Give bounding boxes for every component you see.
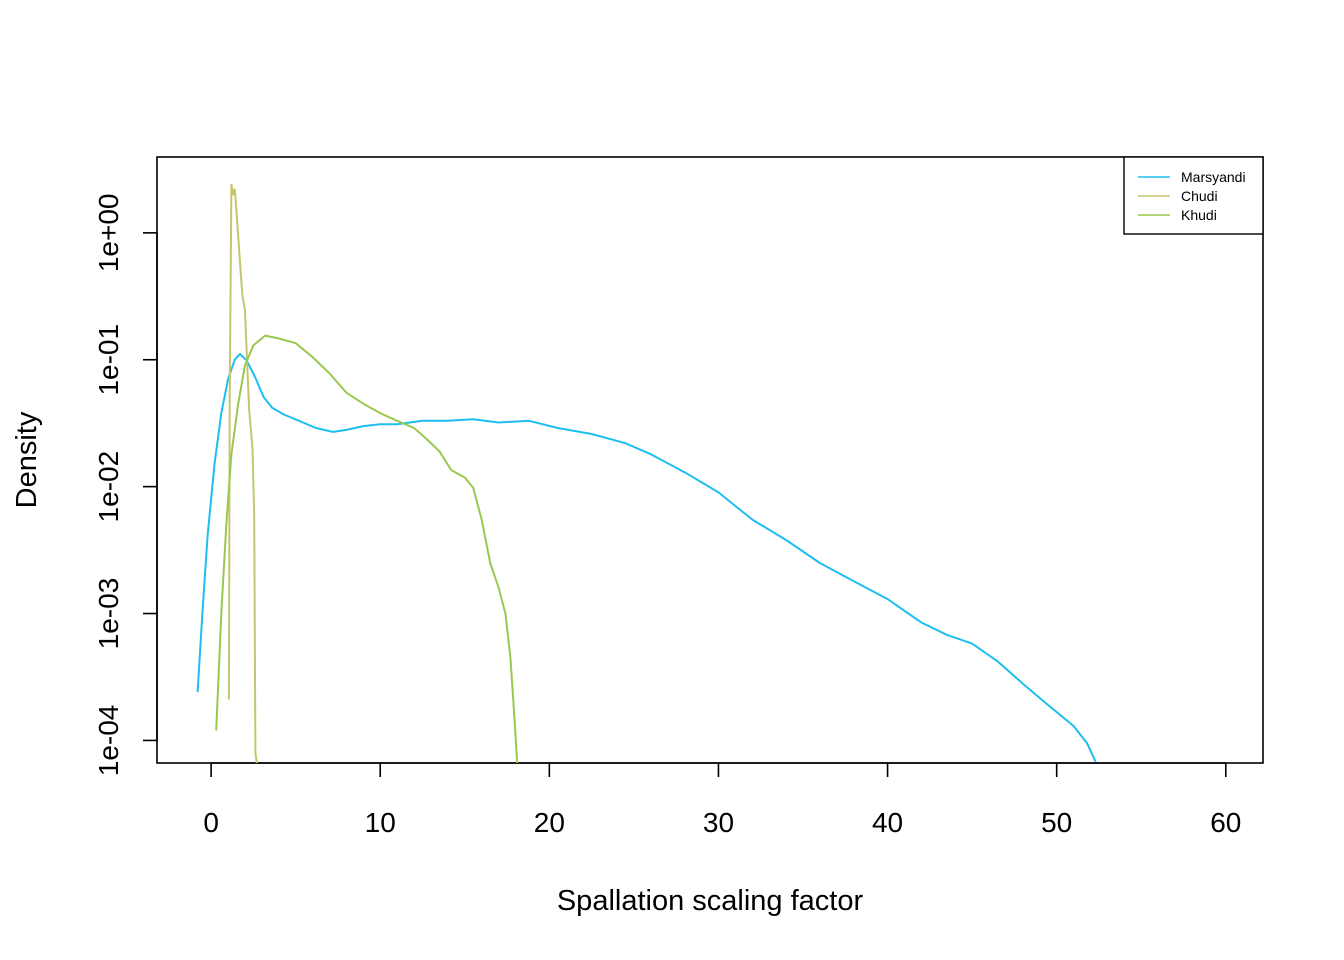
x-tick-label: 60 xyxy=(1210,807,1241,838)
legend-label: Chudi xyxy=(1181,188,1218,204)
legend: Marsyandi Chudi Khudi xyxy=(1123,156,1264,235)
series-line-khudi xyxy=(215,334,519,764)
legend-label: Khudi xyxy=(1181,207,1217,223)
x-tick-label: 20 xyxy=(534,807,565,838)
series-line-marsyandi xyxy=(196,353,1097,763)
legend-label: Marsyandi xyxy=(1181,169,1246,185)
series-layer xyxy=(196,183,1097,764)
plot-frame xyxy=(156,156,1264,764)
x-tick-label: 30 xyxy=(703,807,734,838)
x-tick-label: 10 xyxy=(365,807,396,838)
y-axis-title: Density xyxy=(11,411,43,508)
x-axis-title: Spallation scaling factor xyxy=(557,885,864,917)
y-tick-label: 1e-01 xyxy=(93,324,124,396)
x-tick-label: 0 xyxy=(203,807,219,838)
x-tick-label: 50 xyxy=(1041,807,1072,838)
x-axis: 0 10 20 30 40 50 60 xyxy=(203,762,1241,838)
y-tick-label: 1e-02 xyxy=(93,451,124,523)
y-tick-label: 1e-04 xyxy=(93,705,124,777)
y-tick-label: 1e-03 xyxy=(93,578,124,650)
series-line-chudi xyxy=(227,183,258,764)
x-tick-label: 40 xyxy=(872,807,903,838)
y-axis: 1e-04 1e-03 1e-02 1e-01 1e+00 xyxy=(93,194,158,777)
y-tick-label: 1e+00 xyxy=(93,194,124,273)
